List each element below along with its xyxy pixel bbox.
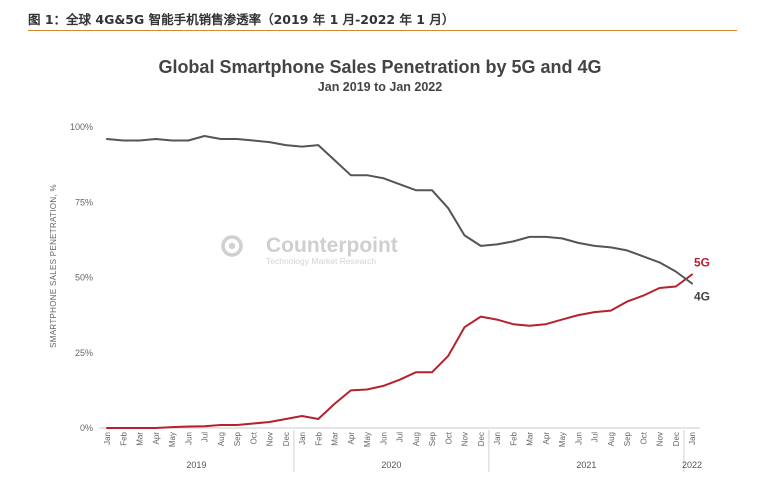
x-tick-label: Jan: [493, 432, 502, 445]
year-group-label: 2019: [186, 460, 206, 470]
year-group-label: 2021: [576, 460, 596, 470]
x-tick-label: Jan: [298, 432, 307, 445]
x-axis-year-groups: 2019 2020 2021 2022: [186, 430, 702, 472]
y-tick-label: 100%: [70, 122, 93, 132]
year-group-label: 2022: [682, 460, 702, 470]
x-tick-label: May: [363, 432, 372, 447]
x-tick-label: May: [168, 432, 177, 447]
x-tick-label: Feb: [509, 431, 518, 445]
x-tick-label: May: [558, 432, 567, 447]
x-tick-label: Jun: [379, 432, 388, 445]
x-tick-label: Sep: [233, 431, 242, 446]
y-tick-label: 50%: [75, 273, 93, 283]
x-tick-label: Dec: [672, 432, 681, 446]
x-tick-label: Dec: [477, 432, 486, 446]
watermark-tagline: Technology Market Research: [266, 256, 376, 266]
x-axis-ticks: Jan Feb Mar Apr May Jun Jul Aug Sep Oct Nov Dec Jan F…: [103, 431, 697, 447]
x-tick-label: Apr: [542, 432, 551, 445]
x-tick-label: Oct: [444, 431, 453, 444]
x-tick-label: Nov: [656, 432, 665, 446]
x-tick-label: Jul: [396, 432, 405, 442]
series-line-4g: [106, 135, 693, 285]
series-line-5g: [106, 273, 693, 429]
y-tick-label: 25%: [75, 348, 93, 358]
x-tick-label: Apr: [152, 432, 161, 445]
x-tick-label: Apr: [347, 432, 356, 445]
watermark: Counterpoint Technology Market Research: [221, 234, 398, 266]
y-axis-label: SMARTPHONE SALES PENETRATION, %: [49, 184, 58, 348]
x-tick-label: Mar: [331, 432, 340, 446]
y-axis-ticks: 0% 25% 50% 75% 100%: [70, 122, 93, 433]
x-tick-label: Nov: [266, 432, 275, 446]
caption-divider: [28, 30, 737, 31]
figure-caption: 图 1：全球 4G&5G 智能手机销售渗透率（2019 年 1 月-2022 年…: [28, 12, 455, 27]
x-tick-label: Jan: [688, 432, 697, 445]
series-label-4g: 4G: [694, 290, 710, 304]
x-tick-label: Mar: [136, 432, 145, 446]
y-tick-label: 75%: [75, 197, 93, 207]
x-tick-label: Oct: [249, 431, 258, 444]
x-tick-label: Mar: [526, 432, 535, 446]
x-tick-label: Nov: [461, 432, 470, 446]
watermark-title: Counterpoint: [266, 234, 398, 257]
series-label-5g: 5G: [694, 256, 710, 270]
x-tick-label: Feb: [314, 431, 323, 445]
year-group-label: 2020: [381, 460, 401, 470]
series-end-labels: 5G 4G: [694, 256, 710, 304]
x-tick-label: Jul: [201, 432, 210, 442]
counterpoint-logo-icon: [221, 235, 243, 257]
x-tick-label: Jun: [184, 432, 193, 445]
x-tick-label: Jun: [574, 432, 583, 445]
x-tick-label: Dec: [282, 432, 291, 446]
x-tick-label: Aug: [607, 432, 616, 446]
x-tick-label: Oct: [639, 431, 648, 444]
x-tick-label: Sep: [428, 431, 437, 446]
chart-title: Global Smartphone Sales Penetration by 5…: [158, 57, 602, 77]
x-tick-label: Feb: [119, 431, 128, 445]
x-tick-label: Jul: [591, 432, 600, 442]
series-layer: [106, 135, 693, 429]
y-tick-label: 0%: [80, 423, 93, 433]
x-tick-label: Jan: [103, 432, 112, 445]
x-tick-label: Aug: [217, 432, 226, 446]
x-tick-label: Sep: [623, 431, 632, 446]
chart-subtitle: Jan 2019 to Jan 2022: [317, 80, 443, 94]
x-tick-label: Aug: [412, 432, 421, 446]
